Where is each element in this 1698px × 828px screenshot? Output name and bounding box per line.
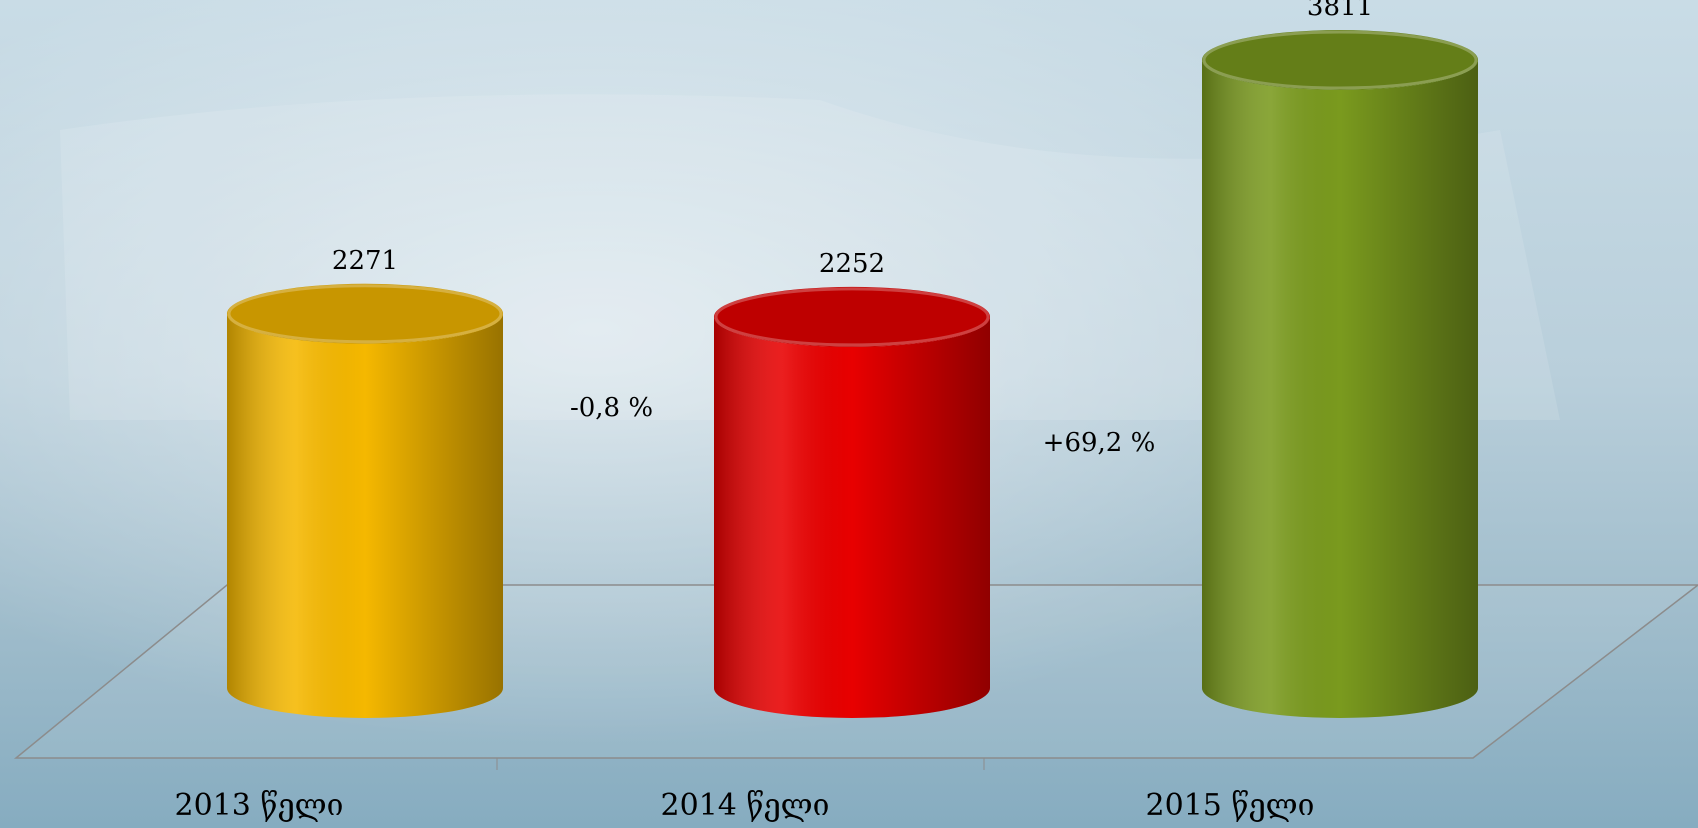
bar-top-rim (1202, 30, 1478, 90)
bar-top-rim (227, 284, 503, 344)
bar-top-shading (714, 286, 990, 347)
bar-shading (227, 313, 503, 718)
bar-shading (714, 316, 990, 718)
bar-top (1202, 30, 1478, 90)
value-label: 3811 (1307, 0, 1373, 22)
bar-top (714, 286, 990, 347)
bar-shading (1202, 60, 1478, 718)
x-tick-label: 2014 წელი (661, 788, 830, 823)
annotation: -0,8 % (570, 393, 653, 423)
x-tick-label: 2013 წელი (175, 788, 344, 823)
annotation: +69,2 % (1043, 428, 1156, 458)
bar-top-shading (227, 283, 503, 344)
bar-top-shading (1202, 30, 1478, 90)
value-label: 2271 (332, 246, 398, 276)
x-tick-label: 2015 წელი (1146, 788, 1315, 823)
bar-top (227, 283, 503, 344)
value-label: 2252 (819, 249, 885, 279)
bar-top-rim (714, 287, 990, 347)
